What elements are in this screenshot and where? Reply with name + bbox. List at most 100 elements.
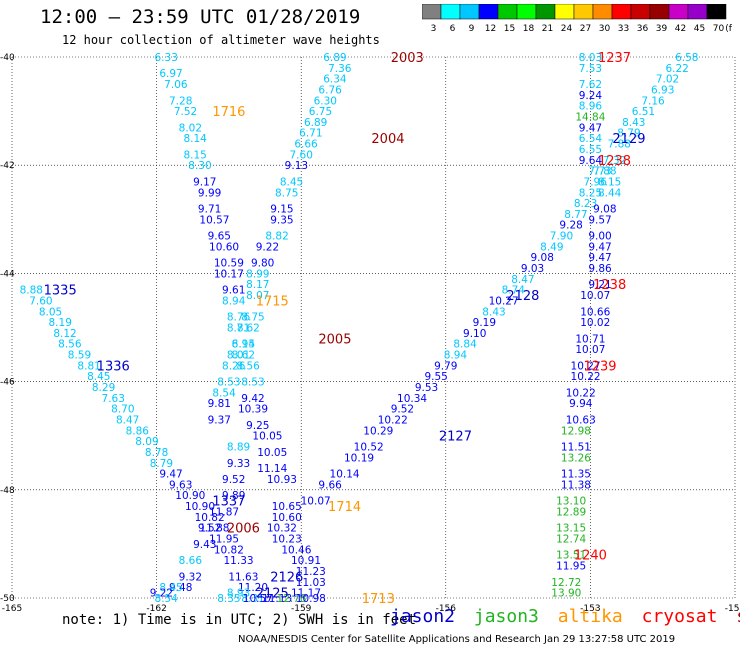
wave-height-label: 9.24 — [579, 90, 603, 102]
wave-height-label: 7.88 — [593, 166, 616, 178]
wave-height-label: 10.98 — [296, 593, 326, 605]
colorbar-label: 15 — [504, 24, 515, 34]
wave-height-label: 9.89 — [222, 490, 245, 502]
wave-height-label: 8.70 — [111, 404, 134, 416]
wave-height-label: 14.84 — [575, 112, 605, 124]
pass-time-label: 2125 — [256, 587, 289, 602]
wave-height-label: 8.86 — [126, 425, 150, 437]
chart-title: 12:00 – 23:59 UTC 01/28/2019 — [40, 6, 361, 28]
wave-height-label: 7.62 — [236, 323, 259, 335]
wave-height-label: 9.08 — [593, 203, 616, 215]
wave-height-label: 9.86 — [588, 263, 612, 275]
wave-height-label: 11.13 — [262, 593, 292, 605]
wave-height-label: 7.06 — [164, 79, 188, 91]
y-tick-label: -48 — [0, 486, 15, 496]
colorbar-label: 6 — [450, 24, 456, 34]
wave-height-label: 9.81 — [208, 398, 231, 410]
wave-height-label: 6.66 — [294, 139, 318, 151]
wave-height-label: 7.60 — [29, 295, 52, 307]
wave-height-label: 13.90 — [551, 588, 581, 600]
wave-height-label: 8.43 — [482, 306, 505, 318]
wave-height-label: 10.60 — [209, 241, 239, 253]
wave-height-label: 8.81 — [227, 323, 250, 335]
wave-height-label: 10.82 — [214, 544, 244, 556]
wave-height-label: 10.57 — [243, 593, 273, 605]
wave-height-label: 9.52 — [391, 404, 414, 416]
wave-height-label: 9.52 — [198, 523, 221, 535]
wave-height-label: 8.93 — [227, 588, 250, 600]
colorbar-label: 27 — [580, 24, 591, 34]
wave-height-label: 8.47 — [116, 414, 139, 426]
wave-height-label: 8.29 — [92, 382, 115, 394]
wave-height-label: 8.75 — [275, 187, 298, 199]
wave-height-label: 12.89 — [556, 506, 586, 518]
wave-height-label: 6.54 — [579, 133, 603, 145]
wave-height-label: 9.13 — [285, 160, 308, 172]
legend-s3a: s3a — [736, 606, 740, 627]
wave-height-label: 12.72 — [551, 577, 581, 589]
y-tick-label: -42 — [0, 161, 15, 171]
wave-height-label: 13.51 — [556, 550, 586, 562]
wave-height-label: 6.22 — [665, 63, 688, 75]
wave-height-label: 9.37 — [208, 414, 231, 426]
pass-time-label: 1238 — [598, 154, 631, 169]
wave-height-label: 8.26 — [222, 360, 246, 372]
wave-height-label: 8.79 — [617, 128, 640, 140]
wave-height-label: 7.96 — [584, 176, 608, 188]
wave-height-label: 8.78 — [145, 447, 168, 459]
pass-time-label: 2127 — [439, 430, 472, 445]
wave-height-label: 10.60 — [272, 512, 302, 524]
wave-height-label: 8.31 — [241, 593, 264, 605]
wave-height-label: 9.53 — [415, 382, 438, 394]
y-tick-label: -40 — [0, 53, 15, 63]
wave-height-label: 10.82 — [195, 512, 225, 524]
wave-height-label: 9.63 — [169, 479, 192, 491]
wave-height-label: 9.55 — [424, 371, 447, 383]
wave-height-label: 9.25 — [246, 420, 269, 432]
legend-cryosat: cryosat — [641, 606, 718, 627]
wave-height-label: 10.02 — [580, 317, 610, 329]
wave-height-label: 10.65 — [272, 501, 302, 513]
wave-height-label: 6.93 — [651, 84, 674, 96]
wave-height-label: 8.82 — [265, 231, 288, 243]
pass-time-label: 1239 — [583, 359, 616, 374]
wave-height-label: 10.39 — [238, 404, 268, 416]
footer-credit: NOAA/NESDIS Center for Satellite Applica… — [238, 634, 676, 645]
wave-height-label: 8.94 — [222, 295, 246, 307]
pass-time-label: 2005 — [318, 332, 351, 347]
pass-time-label: 1337 — [212, 495, 245, 510]
colorbar-label: 30 — [599, 24, 611, 34]
wave-height-label: 10.59 — [214, 258, 244, 270]
wave-height-label: 9.42 — [241, 393, 264, 405]
wave-height-label: 11.03 — [296, 577, 326, 589]
colorbar-label: 39 — [656, 24, 668, 34]
wave-height-label: 7.60 — [290, 149, 313, 161]
wave-height-label: 6.75 — [309, 106, 332, 118]
wave-height-label: 8.74 — [502, 285, 526, 297]
colorbar-label: 33 — [618, 24, 629, 34]
wave-height-label: 8.15 — [183, 149, 206, 161]
wave-height-label: 8.19 — [49, 317, 72, 329]
wave-height-label: 9.52 — [222, 474, 245, 486]
wave-height-label: 8.45 — [159, 582, 182, 594]
colorbar-label: 3 — [431, 24, 437, 34]
wave-height-label: 10.34 — [397, 393, 427, 405]
pass-time-label: 1335 — [44, 284, 77, 299]
wave-height-label: 9.94 — [569, 398, 593, 410]
satellite-legend: jason2 jason3 altika cryosat s3a — [390, 606, 740, 627]
wave-height-label: 8.15 — [598, 176, 621, 188]
wave-height-label: 8.75 — [241, 312, 264, 324]
wave-height-label: 8.56 — [236, 360, 260, 372]
y-tick-label: -46 — [0, 378, 15, 388]
wave-height-label: 10.52 — [354, 442, 384, 454]
wave-height-label: 8.94 — [444, 350, 468, 362]
wave-height-label: 9.64 — [579, 155, 603, 167]
pass-time-label: 1716 — [212, 105, 245, 120]
wave-height-label: 11.63 — [228, 571, 258, 583]
wave-height-label: 13.10 — [556, 496, 586, 508]
wave-height-label: 8.45 — [280, 176, 303, 188]
pass-time-label: 1238 — [593, 278, 626, 293]
wave-height-label: 10.27 — [489, 295, 519, 307]
wave-height-label: 9.65 — [208, 231, 231, 243]
